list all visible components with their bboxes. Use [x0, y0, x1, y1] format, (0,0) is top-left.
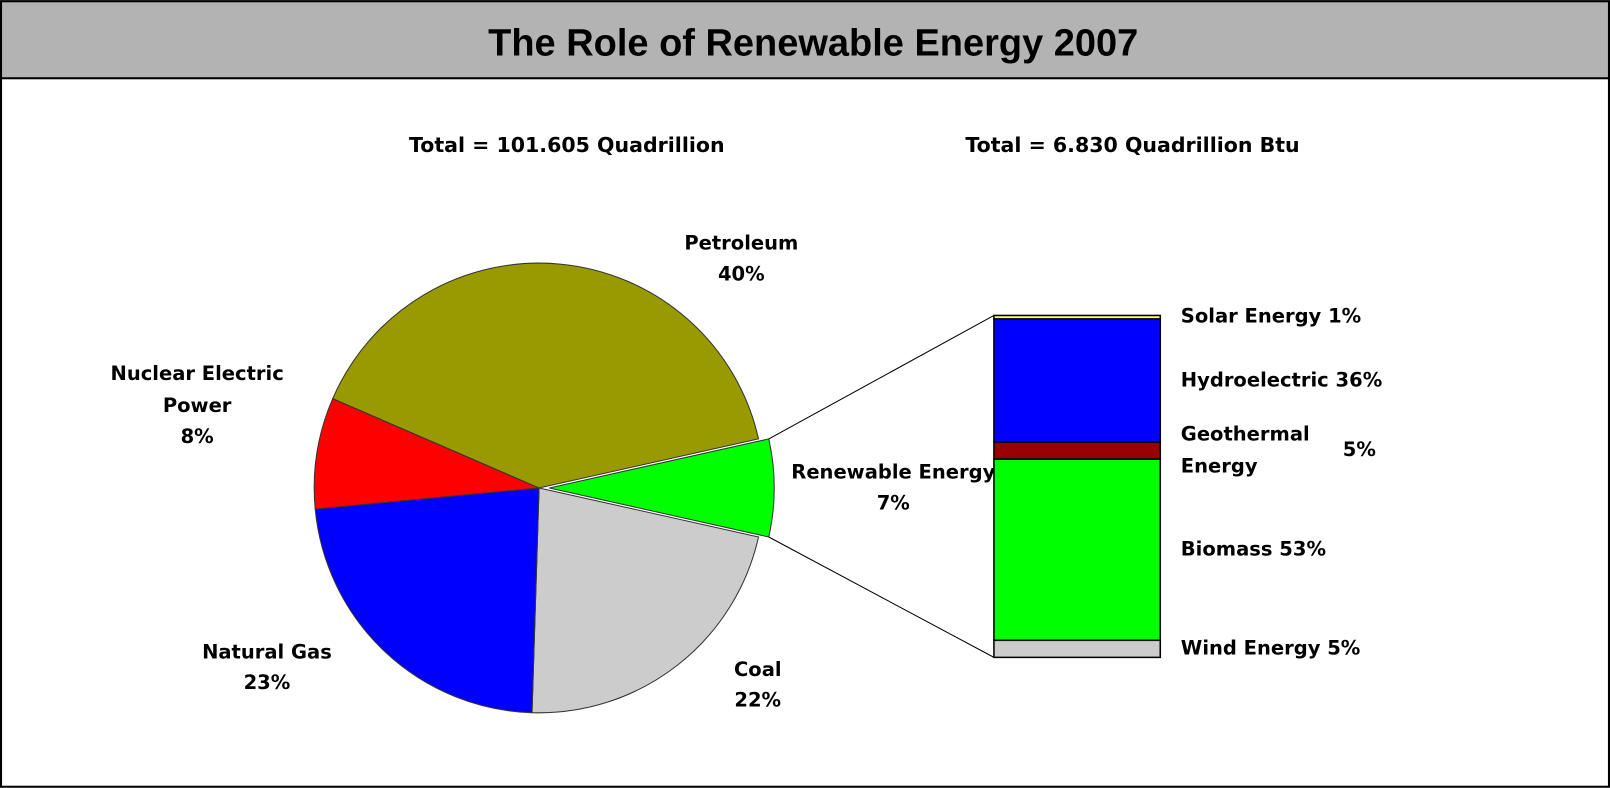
label-box: Solar Energy 1%	[1181, 276, 1489, 358]
bar-segment	[993, 458, 1162, 642]
label: Solar Energy 1%	[1181, 276, 1489, 358]
category-label: Nuclear Electric Power	[110, 363, 284, 417]
category-label: Geothermal Energy	[1180, 423, 1310, 478]
bar-segment	[993, 441, 1162, 460]
label: Nuclear Electric Power 8%	[74, 344, 320, 467]
pie-slice	[531, 487, 760, 714]
category-label: Solar Energy	[1180, 305, 1322, 329]
value-label: 5%	[1327, 637, 1361, 660]
label-box: Petroleum 40%	[618, 197, 864, 320]
pie-slice	[313, 397, 540, 510]
label-box: Natural Gas 23%	[144, 606, 390, 729]
category-label: Wind Energy	[1180, 637, 1321, 660]
category-label: Coal	[733, 657, 782, 681]
subtitle: Total = 101.605 Quadrillion	[409, 133, 725, 157]
label-box: Nuclear Electric Power 8%	[74, 344, 320, 467]
bar-segment	[993, 318, 1162, 443]
label: Geothermal Energy 5%	[1181, 409, 1376, 491]
value-label: 8%	[180, 425, 214, 449]
pie-slice	[549, 438, 775, 538]
label: Coal 22%	[635, 623, 881, 746]
category-label: Petroleum	[684, 231, 799, 255]
label-box: Wind Energy 5%	[1181, 608, 1489, 690]
value-label: 53%	[1279, 538, 1326, 561]
value-label: 23%	[243, 671, 291, 695]
value-label: 1%	[1328, 305, 1362, 329]
value-label: 5%	[1342, 439, 1376, 462]
label: Petroleum 40%	[618, 197, 864, 320]
bar-segment	[993, 314, 1162, 320]
title-bar	[0, 0, 1610, 80]
value-label: 7%	[876, 492, 910, 515]
label: Natural Gas 23%	[144, 606, 390, 729]
label-box: Hydroelectric 36%	[1181, 339, 1489, 421]
value-label: 36%	[1335, 368, 1383, 392]
category-label: Biomass	[1180, 538, 1273, 561]
label: Hydroelectric 36%	[1181, 339, 1489, 421]
label: Wind Energy 5%	[1181, 608, 1489, 690]
label-box: Coal 22%	[635, 623, 881, 746]
label-box: Biomass 53%	[1181, 509, 1489, 591]
subtitle: Total = 6.830 Quadrillion Btu	[965, 133, 1299, 157]
category-label: Natural Gas	[202, 640, 332, 664]
category-label: Renewable Energy	[791, 460, 996, 484]
pie-slice	[332, 262, 760, 489]
connector	[768, 315, 995, 440]
value-label: 40%	[717, 263, 765, 286]
bar-segment	[993, 639, 1162, 659]
label: Renewable Energy 7%	[770, 426, 1016, 549]
chart-title: The Role of Renewable Energy 2007	[488, 22, 1138, 64]
label: Biomass 53%	[1181, 509, 1489, 591]
label-box: Renewable Energy 7%	[770, 426, 1016, 549]
category-label: Hydroelectric	[1180, 368, 1329, 392]
value-label: 22%	[734, 689, 782, 712]
pie-slice	[314, 487, 540, 714]
connector	[768, 536, 995, 658]
label-box: Geothermal Energy 5%	[1181, 409, 1376, 491]
